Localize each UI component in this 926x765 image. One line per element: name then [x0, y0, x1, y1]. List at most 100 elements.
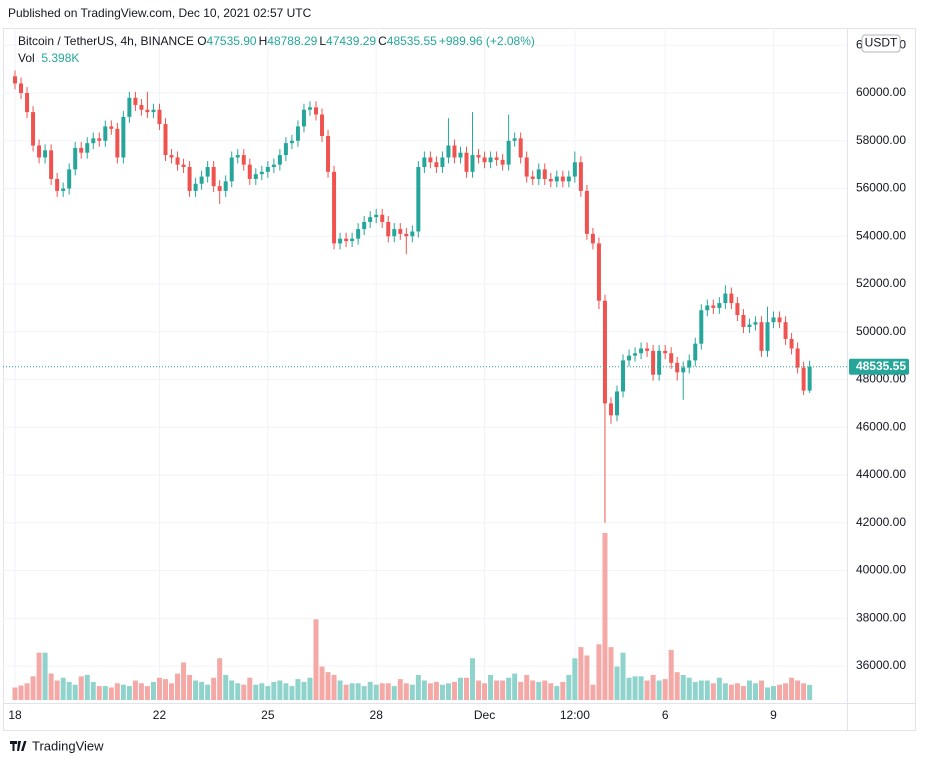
candle-body [350, 238, 355, 242]
candle-body [253, 174, 258, 179]
candle-body [500, 159, 505, 165]
y-tick-label: 58000.00 [856, 133, 906, 147]
candle-body [338, 238, 343, 244]
volume-bar [710, 683, 716, 700]
volume-bar [295, 679, 301, 700]
candle-body [524, 157, 529, 177]
candle-body [795, 348, 800, 368]
candle-body [380, 214, 385, 222]
volume-bar [482, 683, 488, 700]
x-tick-label: 18 [8, 708, 22, 722]
volume-bar [36, 652, 42, 700]
volume-bar [313, 619, 319, 700]
volume-bar [132, 680, 138, 700]
candle-body [193, 183, 198, 191]
volume-bar [464, 677, 469, 700]
candle-body [61, 188, 66, 191]
legend-row: Bitcoin / TetherUS, 4h, BINANCE O47535.9… [18, 34, 537, 51]
volume-bar [638, 676, 644, 700]
volume-bar [704, 680, 710, 700]
volume-bar [373, 684, 379, 700]
volume-bar [698, 680, 704, 700]
candle-body [663, 350, 668, 354]
brand-text[interactable]: TradingView [32, 738, 104, 753]
volume-bar [150, 681, 156, 700]
volume-value: 5.398K [41, 51, 80, 65]
candle-body [482, 157, 487, 163]
candle-body [428, 157, 433, 163]
volume-bar [277, 680, 283, 700]
volume-bar [445, 683, 451, 700]
candle-body [693, 343, 698, 361]
candle-body [717, 303, 722, 308]
volume-bar [554, 686, 560, 700]
volume-bar [795, 680, 801, 700]
candle-body [217, 186, 222, 191]
candle-body [187, 167, 192, 191]
volume-bar [680, 674, 686, 700]
candle-body [669, 353, 674, 363]
volume-bar [397, 679, 403, 700]
candle-body [404, 233, 409, 237]
brand-logo[interactable]: TradingView [10, 738, 104, 753]
candle-body [229, 157, 234, 182]
field-key: O [197, 34, 207, 48]
volume-bar [114, 683, 120, 700]
candle-body [295, 126, 300, 141]
candle-body [344, 238, 349, 242]
volume-bar [78, 676, 84, 700]
y-tick-label: 50000.00 [856, 324, 906, 338]
candle-body [386, 221, 391, 237]
volume-bar [614, 666, 620, 700]
volume-bar [650, 674, 656, 700]
candle-body [627, 355, 632, 361]
volume-bar [126, 686, 132, 700]
candle-body [362, 221, 367, 230]
volume-bar [674, 672, 680, 700]
volume-bar [271, 681, 277, 700]
candle-body [199, 176, 204, 184]
candle-body [645, 348, 650, 351]
candle-body [277, 155, 282, 165]
volume-bar [301, 681, 307, 700]
volume-bar [746, 680, 752, 700]
candle-body [247, 164, 252, 179]
candle-body [458, 152, 463, 158]
y-tick-label: 48000.00 [856, 372, 906, 386]
candle-body [241, 155, 246, 165]
volume-bar [223, 674, 229, 700]
volume-bar [217, 658, 223, 700]
y-tick-label: 52000.00 [856, 276, 906, 290]
candle-body [326, 135, 331, 172]
candle-body [657, 350, 662, 375]
y-tick-label: 40000.00 [856, 563, 906, 577]
candle-body [584, 190, 589, 234]
volume-bar [187, 674, 193, 700]
volume-bar [247, 677, 253, 700]
candle-body [753, 322, 758, 325]
candle-body [512, 138, 517, 141]
candle-body [289, 140, 294, 144]
volume-bar [169, 683, 175, 700]
candle-body [398, 229, 403, 234]
y-tick-label: 46000.00 [856, 419, 906, 433]
candle-body [103, 126, 108, 141]
volume-bar [728, 684, 734, 700]
candle-body [651, 350, 656, 375]
field-value: 48535.55 [386, 34, 437, 48]
candle-body [446, 145, 451, 158]
candle-body [488, 157, 493, 163]
volume-bar [361, 686, 367, 700]
volume-bar [626, 677, 632, 700]
candle-body [518, 138, 523, 158]
candle-body [271, 164, 276, 168]
volume-bar [542, 680, 548, 700]
volume-bar [319, 666, 325, 700]
volume-bar [656, 680, 662, 700]
volume-bar [494, 680, 500, 700]
volume-bar [241, 684, 247, 700]
candle-body [175, 157, 180, 165]
candle-body [49, 150, 54, 179]
volume-bar [211, 677, 217, 700]
volume-bar [385, 683, 391, 700]
